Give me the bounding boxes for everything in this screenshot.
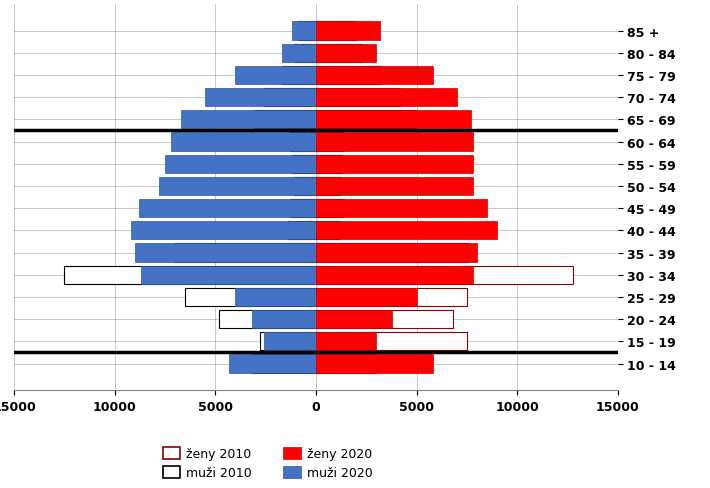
Bar — [316, 288, 417, 306]
Bar — [316, 133, 473, 151]
Bar — [316, 244, 477, 262]
Bar — [292, 155, 316, 174]
Bar — [141, 266, 316, 285]
Bar — [316, 288, 467, 306]
Bar — [260, 332, 316, 351]
Bar — [316, 310, 453, 328]
Bar — [219, 310, 316, 328]
Bar — [171, 133, 316, 151]
Bar — [316, 355, 376, 373]
Bar — [288, 222, 316, 240]
Bar — [251, 355, 316, 373]
Bar — [316, 244, 467, 262]
Bar — [135, 244, 316, 262]
Bar — [316, 222, 340, 240]
Bar — [316, 355, 432, 373]
Bar — [298, 22, 316, 41]
Bar — [316, 44, 376, 63]
Bar — [159, 178, 316, 196]
Bar — [251, 310, 316, 328]
Bar — [316, 178, 340, 196]
Bar — [316, 155, 342, 174]
Bar — [185, 288, 316, 306]
Bar — [316, 89, 457, 107]
Bar — [175, 244, 316, 262]
Bar — [263, 332, 316, 351]
Bar — [236, 67, 316, 85]
Bar — [290, 200, 316, 218]
Bar — [205, 89, 316, 107]
Bar — [294, 44, 316, 63]
Bar — [316, 22, 381, 41]
Bar — [236, 288, 316, 306]
Bar — [316, 111, 417, 129]
Bar — [316, 22, 356, 41]
Bar — [139, 200, 316, 218]
Bar — [181, 111, 316, 129]
Bar — [316, 222, 497, 240]
Bar — [316, 67, 432, 85]
Bar — [292, 22, 316, 41]
Bar — [282, 44, 316, 63]
Bar — [282, 67, 316, 85]
Bar — [165, 155, 316, 174]
Bar — [316, 332, 467, 351]
Bar — [290, 133, 316, 151]
Bar — [65, 266, 316, 285]
Bar — [263, 89, 316, 107]
Bar — [316, 155, 473, 174]
Bar — [316, 44, 362, 63]
Bar — [131, 222, 316, 240]
Bar — [294, 178, 316, 196]
Bar — [316, 332, 376, 351]
Bar — [316, 133, 344, 151]
Bar — [229, 355, 316, 373]
Bar — [316, 67, 381, 85]
Bar — [316, 266, 574, 285]
Bar — [253, 111, 316, 129]
Bar — [316, 89, 400, 107]
Bar — [316, 178, 473, 196]
Bar — [316, 111, 471, 129]
Bar — [316, 310, 393, 328]
Bar — [316, 266, 473, 285]
Bar — [316, 200, 344, 218]
Bar — [316, 200, 487, 218]
Legend: ženy 2010, muži 2010, ženy 2020, muži 2020: ženy 2010, muži 2010, ženy 2020, muži 20… — [158, 442, 378, 485]
